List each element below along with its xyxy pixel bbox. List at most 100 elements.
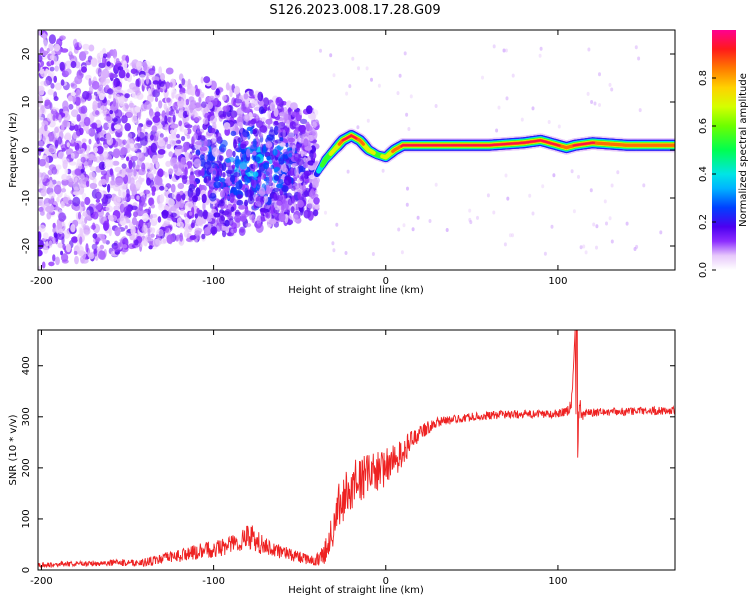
spectrogram-noise-cell [244, 175, 248, 180]
spectrogram-noise-cell [272, 149, 278, 156]
snr-frame [37, 329, 676, 571]
spectrogram-noise-cell [69, 120, 77, 126]
spectrogram-noise-cell [109, 109, 114, 115]
spectrogram-noise-cell [80, 174, 85, 181]
spectrogram-noise-cell [44, 124, 48, 132]
spectrogram-noise-cell [291, 111, 298, 117]
spectrogram-noise-cell [169, 82, 173, 88]
spectrogram-noise-cell [38, 239, 44, 250]
spectrogram-noise-cell [172, 114, 176, 123]
spectrogram-noise-cell [290, 102, 298, 110]
spectrogram-noise-cell [89, 182, 98, 190]
spectrogram-noise-cell [229, 110, 238, 118]
x-tick-label: -100 [202, 276, 225, 287]
spectrogram-noise-cell [366, 118, 370, 123]
spectrogram-noise-cell [69, 46, 72, 56]
spectrogram-noise-cell [324, 210, 327, 215]
y-tick-label: -10 [21, 190, 32, 206]
spectrogram-noise-cell [95, 67, 103, 76]
spectrogram-noise-cell [285, 142, 289, 148]
snr-series-line [38, 330, 675, 569]
spectrogram-noise-cell [185, 98, 190, 106]
colorbar-gradient [712, 30, 736, 270]
x-tick-label: 0 [383, 276, 389, 287]
spectrogram-ridge-segment [353, 136, 358, 140]
spectrogram-noise-cell [38, 133, 42, 140]
spectrogram-noise-cell [468, 208, 472, 213]
spectrogram-noise-cell [258, 100, 265, 107]
spectrogram-noise-cell [486, 193, 490, 198]
spectrogram-noise-cell [104, 159, 112, 168]
spectrogram-noise-cell [329, 53, 333, 58]
spectrogram-noise-cell [150, 233, 155, 238]
spectrogram-noise-cell [274, 139, 282, 144]
spectrogram-noise-cell [61, 179, 69, 186]
spectrogram-noise-cell [150, 134, 154, 141]
spectrogram-noise-cell [203, 76, 211, 84]
spectrogram-noise-cell [82, 90, 90, 100]
spectrogram-noise-cell [199, 146, 208, 152]
spectrogram-noise-cell [175, 109, 179, 114]
spectrogram-noise-cell [155, 132, 160, 137]
spectrogram-noise-cell [222, 105, 231, 112]
spectrogram-noise-cell [240, 169, 246, 176]
spectrogram-noise-cell [505, 96, 509, 101]
spectrogram-noise-cell [312, 121, 317, 128]
spectrogram-noise-cell [164, 171, 168, 178]
spectrogram-noise-cell [288, 153, 293, 158]
spectrogram-noise-cell [95, 191, 102, 200]
spectrogram-noise-cell [91, 122, 98, 130]
spectrogram-noise-cell [215, 132, 222, 142]
spectrogram-noise-cell [194, 141, 203, 146]
spectrogram-noise-cell [579, 245, 583, 250]
spectrogram-noise-cell [193, 158, 202, 168]
spectrogram-noise-cell [220, 190, 225, 198]
spectrogram-noise-cell [167, 198, 175, 207]
spectrogram-noise-cell [102, 55, 107, 66]
spectrogram-noise-cell [205, 96, 212, 103]
spectrogram-noise-cell [80, 201, 85, 207]
spectrogram-noise-cell [80, 255, 85, 264]
spectrogram-noise-cell [38, 95, 43, 105]
spectrogram-noise-cell [38, 231, 42, 241]
spectrogram-noise-cell [233, 87, 241, 94]
spectrogram-noise-cell [102, 144, 109, 150]
spectrogram-noise-cell [177, 217, 181, 224]
spectrogram-noise-cell [74, 255, 79, 265]
spectrogram-noise-cell [178, 162, 184, 169]
spectrogram-noise-cell [269, 173, 273, 183]
spectrogram-noise-cell [178, 120, 183, 127]
spectrogram-noise-cell [157, 216, 162, 223]
spectrogram-noise-cell [176, 133, 180, 139]
spectrogram-noise-cell [595, 224, 599, 229]
spectrogram-noise-cell [520, 117, 524, 122]
spectrogram-noise-cell [504, 173, 508, 178]
spectrogram-noise-cell [120, 183, 127, 191]
spectrogram-noise-cell [174, 145, 183, 150]
spectrogram-noise-cell [124, 93, 130, 99]
spectrogram-noise-cell [46, 47, 50, 54]
spectrogram-noise-cell [95, 198, 101, 203]
spectrogram-noise-cell [610, 87, 614, 92]
spectrogram-noise-cell [246, 126, 253, 131]
spectrogram-noise-cell [70, 139, 75, 144]
spectrogram-noise-cell [40, 210, 45, 216]
spectrogram-noise-cell [188, 104, 196, 111]
spectrogram-noise-cell [205, 226, 212, 236]
spectrogram-noise-cell [78, 250, 85, 257]
spectrogram-noise-cell [249, 89, 254, 97]
spectrogram-noise-cell [278, 111, 287, 117]
spectrogram-noise-cell [263, 195, 269, 203]
spectrogram-noise-cell [85, 180, 90, 187]
spectrogram-noise-cell [165, 227, 170, 233]
spectrogram-noise-cell [218, 199, 225, 207]
spectrogram-noise-cell [119, 97, 125, 107]
spectrogram-noise-cell [65, 68, 72, 75]
spectrogram-noise-cell [46, 211, 52, 220]
spectrogram-noise-cell [120, 146, 128, 156]
spectrogram-noise-cell [166, 143, 172, 150]
spectrogram-noise-cell [164, 115, 168, 124]
spectrogram-noise-cell [331, 241, 335, 246]
spectrogram-noise-cell [68, 161, 77, 166]
colorbar-label: Normalized spectral amplitude [738, 73, 749, 227]
